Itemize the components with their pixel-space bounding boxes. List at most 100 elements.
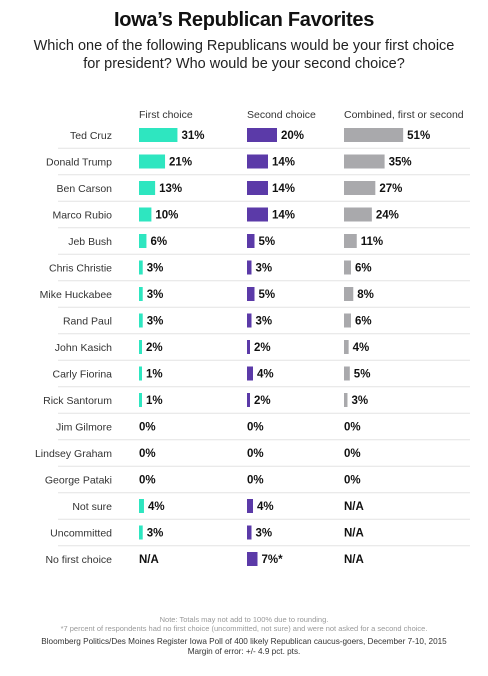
bar-first-choice-carly-fiorina [139,366,142,381]
value-label-second-choice-not-sure: 4% [257,501,274,513]
value-label-first-choice-jeb-bush: 6% [150,236,167,248]
bar-first-choice-donald-trump [139,154,166,169]
source-note: Bloomberg Politics/Des Moines Register I… [41,637,447,646]
bar-first-choice-uncommitted [139,525,143,540]
category-label-donald-trump: Donald Trump [46,157,112,169]
rounding-note: Note: Totals may not add to 100% due to … [159,615,329,624]
value-label-combined-first-or-second-rick-santorum: 3% [351,395,368,407]
value-label-combined-first-or-second-chris-christie: 6% [355,263,372,275]
category-label-carly-fiorina: Carly Fiorina [52,369,112,381]
bar-second-choice-ted-cruz [247,128,277,142]
value-label-second-choice-chris-christie: 3% [256,263,273,275]
bar-combined-first-or-second-ted-cruz [344,128,404,142]
bar-first-choice-rand-paul [139,313,143,328]
value-label-first-choice-ben-carson: 13% [159,183,182,195]
footnote: *7 percent of respondents had no first c… [60,624,428,633]
value-label-second-choice-marco-rubio: 14% [272,210,295,222]
value-label-first-choice-mike-huckabee: 3% [147,289,164,301]
bar-first-choice-ted-cruz [139,128,178,142]
value-label-combined-first-or-second-ben-carson: 27% [379,183,402,195]
value-label-first-choice-john-kasich: 2% [146,342,163,354]
category-label-mike-huckabee: Mike Huckabee [40,289,113,301]
bar-first-choice-marco-rubio [139,207,152,222]
value-label-combined-first-or-second-rand-paul: 6% [355,316,372,328]
value-label-second-choice-ted-cruz: 20% [281,130,304,142]
bar-first-choice-chris-christie [139,260,143,275]
value-label-first-choice-lindsey-graham: 0% [139,448,156,460]
value-label-first-choice-ted-cruz: 31% [181,130,204,142]
value-label-first-choice-rand-paul: 3% [147,316,164,328]
bar-combined-first-or-second-donald-trump [344,154,385,169]
category-label-ted-cruz: Ted Cruz [70,130,112,142]
bar-combined-first-or-second-mike-huckabee [344,287,354,301]
value-label-first-choice-carly-fiorina: 1% [146,369,163,381]
value-label-first-choice-jim-gilmore: 0% [139,422,156,434]
bar-combined-first-or-second-carly-fiorina [344,366,350,381]
bar-combined-first-or-second-marco-rubio [344,207,372,222]
bar-first-choice-mike-huckabee [139,287,143,301]
value-label-combined-first-or-second-carly-fiorina: 5% [354,369,371,381]
value-label-second-choice-jim-gilmore: 0% [247,422,264,434]
value-label-combined-first-or-second-not-sure: N/A [344,501,364,513]
category-label-rick-santorum: Rick Santorum [43,395,112,407]
value-label-first-choice-uncommitted: 3% [147,528,164,540]
value-label-second-choice-uncommitted: 3% [256,528,273,540]
value-label-combined-first-or-second-marco-rubio: 24% [376,210,399,222]
bar-second-choice-marco-rubio [247,207,268,222]
value-label-second-choice-george-pataki: 0% [247,475,264,487]
value-label-second-choice-mike-huckabee: 5% [259,289,276,301]
bar-combined-first-or-second-rick-santorum [344,393,348,407]
margin-of-error: Margin of error: +/- 4.9 pct. pts. [187,647,301,656]
value-label-combined-first-or-second-uncommitted: N/A [344,528,364,540]
value-label-combined-first-or-second-jim-gilmore: 0% [344,422,361,434]
column-header-combined-first-or-second: Combined, first or second [344,109,464,121]
value-label-second-choice-no-first-choice: 7%* [262,554,284,566]
bar-second-choice-jeb-bush [247,234,255,248]
bar-second-choice-ben-carson [247,181,268,195]
category-label-rand-paul: Rand Paul [63,316,112,328]
bar-combined-first-or-second-ben-carson [344,181,376,195]
bar-second-choice-chris-christie [247,260,252,275]
value-label-second-choice-lindsey-graham: 0% [247,448,264,460]
value-label-second-choice-ben-carson: 14% [272,183,295,195]
value-label-second-choice-carly-fiorina: 4% [257,369,274,381]
value-label-combined-first-or-second-ted-cruz: 51% [407,130,430,142]
category-label-uncommitted: Uncommitted [50,528,112,540]
value-label-combined-first-or-second-george-pataki: 0% [344,475,361,487]
bar-second-choice-rick-santorum [247,393,250,407]
category-label-lindsey-graham: Lindsey Graham [35,448,112,460]
bar-first-choice-john-kasich [139,340,142,354]
value-label-first-choice-rick-santorum: 1% [146,395,163,407]
value-label-combined-first-or-second-john-kasich: 4% [353,342,370,354]
value-label-second-choice-john-kasich: 2% [254,342,271,354]
category-label-marco-rubio: Marco Rubio [52,210,112,222]
value-label-combined-first-or-second-donald-trump: 35% [389,157,412,169]
category-label-jeb-bush: Jeb Bush [68,236,112,248]
bar-combined-first-or-second-rand-paul [344,313,351,328]
bar-second-choice-carly-fiorina [247,366,253,381]
value-label-first-choice-marco-rubio: 10% [155,210,178,222]
value-label-combined-first-or-second-lindsey-graham: 0% [344,448,361,460]
bar-first-choice-not-sure [139,499,144,513]
column-header-first-choice: First choice [139,109,193,121]
category-label-ben-carson: Ben Carson [57,183,113,195]
value-label-first-choice-donald-trump: 21% [169,157,192,169]
value-label-second-choice-rick-santorum: 2% [254,395,271,407]
bar-combined-first-or-second-jeb-bush [344,234,357,248]
value-label-second-choice-jeb-bush: 5% [259,236,276,248]
bar-second-choice-donald-trump [247,154,268,169]
value-label-second-choice-rand-paul: 3% [256,316,273,328]
column-header-second-choice: Second choice [247,109,316,121]
value-label-first-choice-chris-christie: 3% [147,263,164,275]
value-label-first-choice-george-pataki: 0% [139,475,156,487]
category-label-no-first-choice: No first choice [45,554,112,566]
value-label-first-choice-no-first-choice: N/A [139,554,159,566]
value-label-combined-first-or-second-mike-huckabee: 8% [357,289,374,301]
bar-second-choice-john-kasich [247,340,250,354]
category-label-not-sure: Not sure [72,501,112,513]
bar-first-choice-jeb-bush [139,234,147,248]
category-label-george-pataki: George Pataki [45,475,112,487]
bar-second-choice-mike-huckabee [247,287,255,301]
bar-second-choice-no-first-choice [247,552,258,566]
